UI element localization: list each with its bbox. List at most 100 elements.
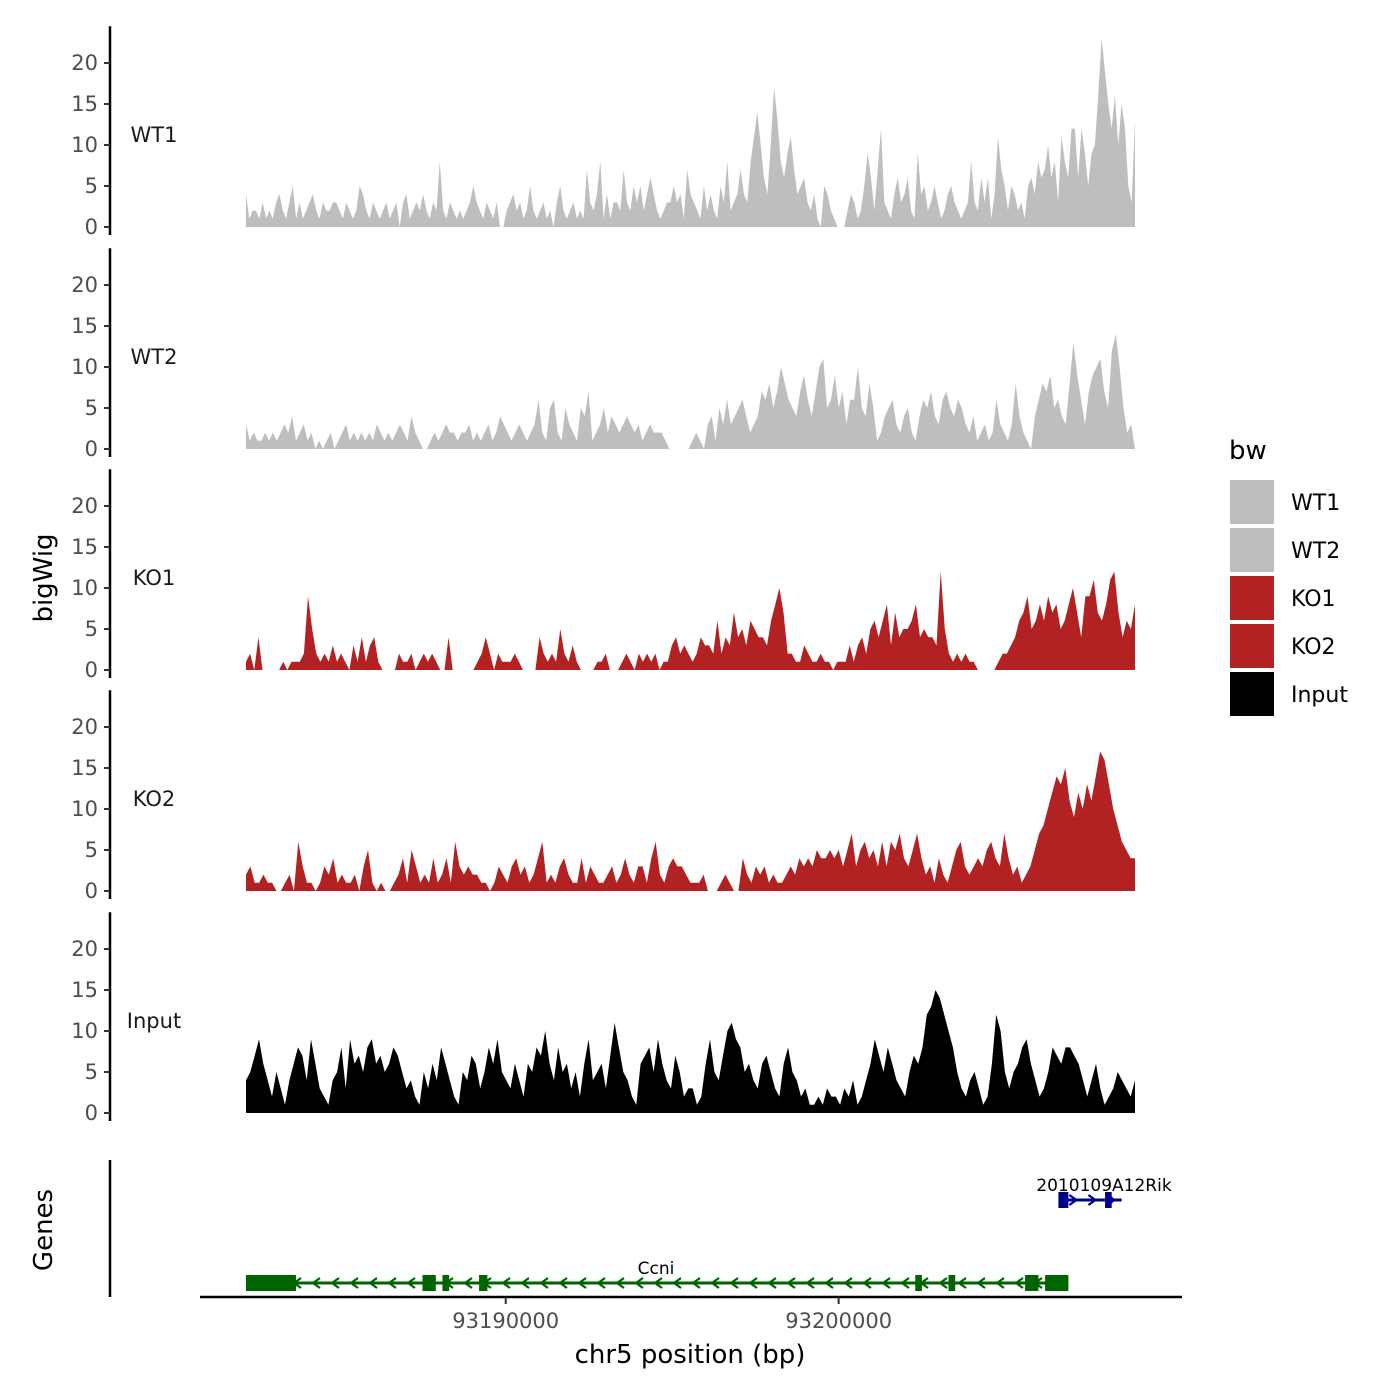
track-ko2: 0 5 10 15 20 KO2 bbox=[71, 690, 1135, 903]
gene-label: 2010109A12Rik bbox=[1036, 1176, 1172, 1196]
genes-track-title: Genes bbox=[29, 1189, 59, 1271]
y-tick-label: 0 bbox=[85, 1101, 98, 1125]
gene-2010109a12rik: 2010109A12Rik bbox=[1036, 1176, 1172, 1208]
strand-arrow bbox=[520, 1277, 530, 1289]
gene-exon bbox=[1045, 1275, 1069, 1291]
strand-arrow bbox=[387, 1277, 397, 1289]
y-tick-label: 20 bbox=[71, 51, 98, 75]
legend-label: WT2 bbox=[1291, 539, 1340, 564]
strand-arrow bbox=[824, 1277, 834, 1289]
strand-arrow bbox=[463, 1277, 473, 1289]
track-ko1: 0 5 10 15 20 KO1 bbox=[71, 469, 1135, 682]
y-tick-label: 15 bbox=[71, 535, 98, 559]
strand-arrow bbox=[311, 1277, 321, 1289]
strand-arrow bbox=[843, 1277, 853, 1289]
strand-arrow bbox=[672, 1277, 682, 1289]
track-input: 0 5 10 15 20 Input bbox=[71, 912, 1135, 1125]
coverage-area-ko2 bbox=[246, 751, 1135, 891]
y-tick-label: 20 bbox=[71, 494, 98, 518]
strand-arrow bbox=[900, 1277, 910, 1289]
strand-arrow bbox=[615, 1277, 625, 1289]
gene-label: Ccni bbox=[638, 1259, 675, 1279]
track-label: Input bbox=[127, 1009, 181, 1033]
gene-exon bbox=[915, 1275, 922, 1291]
track-label: KO2 bbox=[133, 787, 176, 811]
legend-key-input bbox=[1230, 672, 1274, 716]
y-tick-label: 0 bbox=[85, 879, 98, 903]
y-tick-label: 20 bbox=[71, 715, 98, 739]
track-label: WT1 bbox=[131, 123, 178, 147]
track-wt2: 0 5 10 15 20 WT2 bbox=[71, 248, 1135, 461]
track-label: WT2 bbox=[131, 345, 178, 369]
strand-arrow bbox=[938, 1277, 948, 1289]
strand-arrow bbox=[406, 1277, 416, 1289]
legend-key-ko2 bbox=[1230, 624, 1274, 668]
strand-arrow bbox=[1068, 1194, 1079, 1206]
legend-key-wt2 bbox=[1230, 528, 1274, 572]
y-tick-label: 0 bbox=[85, 437, 98, 461]
gene-exon bbox=[246, 1275, 296, 1291]
y-tick-label: 0 bbox=[85, 658, 98, 682]
strand-arrow bbox=[1014, 1277, 1024, 1289]
strand-arrow bbox=[748, 1277, 758, 1289]
gene-exon bbox=[442, 1275, 450, 1291]
strand-arrow bbox=[653, 1277, 663, 1289]
y-tick-label: 0 bbox=[85, 215, 98, 239]
y-tick-label: 20 bbox=[71, 937, 98, 961]
y-tick-label: 5 bbox=[85, 174, 98, 198]
y-tick-label: 10 bbox=[71, 1019, 98, 1043]
strand-arrow bbox=[976, 1277, 986, 1289]
strand-arrow bbox=[767, 1277, 777, 1289]
gene-exon bbox=[1058, 1192, 1069, 1208]
genes-layer: Ccni 2010109A12Rik bbox=[108, 1160, 1172, 1297]
gene-ccni: Ccni bbox=[246, 1259, 1069, 1291]
track-wt1: 0 5 10 15 20 WT1 bbox=[71, 26, 1135, 239]
legend-title: bw bbox=[1229, 436, 1267, 466]
y-tick-label: 5 bbox=[85, 1060, 98, 1084]
y-tick-label: 15 bbox=[71, 314, 98, 338]
strand-arrow bbox=[577, 1277, 587, 1289]
y-tick-label: 5 bbox=[85, 838, 98, 862]
x-tick-label: 93200000 bbox=[785, 1309, 892, 1333]
x-axis-title: chr5 position (bp) bbox=[575, 1340, 806, 1370]
strand-arrow bbox=[330, 1277, 340, 1289]
gene-exon bbox=[479, 1275, 488, 1291]
y-tick-label: 10 bbox=[71, 133, 98, 157]
gene-exon bbox=[948, 1275, 956, 1291]
legend-label: KO1 bbox=[1291, 587, 1336, 612]
y-tick-label: 20 bbox=[71, 273, 98, 297]
y-tick-label: 10 bbox=[71, 576, 98, 600]
strand-arrow bbox=[957, 1277, 967, 1289]
strand-arrow bbox=[881, 1277, 891, 1289]
strand-arrow bbox=[862, 1277, 872, 1289]
coverage-area-ko1 bbox=[246, 571, 1135, 670]
strand-arrow bbox=[729, 1277, 739, 1289]
y-tick-label: 15 bbox=[71, 92, 98, 116]
gene-exon bbox=[422, 1275, 436, 1291]
y-tick-label: 5 bbox=[85, 396, 98, 420]
y-tick-label: 10 bbox=[71, 355, 98, 379]
strand-arrow bbox=[691, 1277, 701, 1289]
strand-arrow bbox=[1087, 1194, 1098, 1206]
coverage-area-wt2 bbox=[246, 334, 1135, 449]
y-axis-title: bigWig bbox=[29, 533, 59, 622]
strand-arrow bbox=[539, 1277, 549, 1289]
gene-exon bbox=[1105, 1192, 1112, 1208]
strand-arrow bbox=[558, 1277, 568, 1289]
strand-arrow bbox=[596, 1277, 606, 1289]
coverage-area-input bbox=[246, 990, 1135, 1113]
y-tick-label: 15 bbox=[71, 978, 98, 1002]
strand-arrow bbox=[634, 1277, 644, 1289]
gene-exon bbox=[1025, 1275, 1039, 1291]
x-axis: 93190000 93200000 bbox=[200, 1295, 1182, 1333]
legend: bw WT1 WT2 KO1 KO2 Input bbox=[1229, 436, 1348, 716]
strand-arrow bbox=[805, 1277, 815, 1289]
x-tick-label: 93190000 bbox=[452, 1309, 559, 1333]
strand-arrow bbox=[349, 1277, 359, 1289]
coverage-area-wt1 bbox=[246, 38, 1135, 228]
strand-arrow bbox=[786, 1277, 796, 1289]
strand-arrow bbox=[710, 1277, 720, 1289]
legend-label: KO2 bbox=[1291, 635, 1336, 660]
y-tick-label: 15 bbox=[71, 756, 98, 780]
